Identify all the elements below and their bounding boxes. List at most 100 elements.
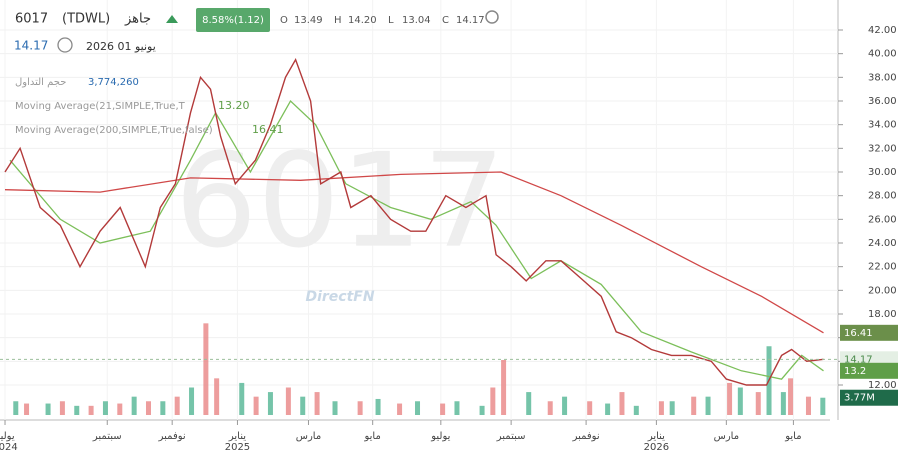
watermark-brand: DirectFN bbox=[305, 289, 374, 305]
y-tick-label: 36.00 bbox=[868, 96, 897, 107]
volume-bar bbox=[691, 396, 697, 415]
volume-bar bbox=[633, 405, 639, 415]
volume-bar bbox=[479, 405, 485, 415]
volume-bar bbox=[788, 378, 794, 415]
year-label: 2026 bbox=[644, 442, 669, 450]
y-tick-label: 18.00 bbox=[868, 309, 897, 320]
y-tick-label: 24.00 bbox=[868, 238, 897, 249]
volume-bar bbox=[737, 387, 743, 415]
volume-bar bbox=[45, 403, 51, 415]
volume-bar bbox=[267, 392, 273, 415]
y-tick-label: 22.00 bbox=[868, 262, 897, 273]
volume-bar bbox=[727, 382, 733, 415]
volume-bar bbox=[285, 387, 291, 415]
x-tick-label: مايو bbox=[784, 431, 801, 442]
volume-bar bbox=[547, 401, 553, 415]
grid bbox=[0, 0, 843, 425]
ma-line bbox=[4, 171, 824, 334]
volume-bar bbox=[526, 392, 532, 415]
volume-bar bbox=[820, 397, 826, 415]
y-tick-label: 40.00 bbox=[868, 49, 897, 60]
x-tick-label: مارس bbox=[714, 431, 739, 442]
volume-bar bbox=[189, 387, 195, 415]
price-tag bbox=[840, 362, 898, 379]
y-tick-label: 30.00 bbox=[868, 167, 897, 178]
date: يونيو 01 2026 bbox=[86, 40, 156, 53]
volume-bar bbox=[24, 403, 30, 415]
y-tick-label: 28.00 bbox=[868, 191, 897, 202]
x-tick-label: سبتمبر bbox=[496, 431, 526, 442]
volume-bar bbox=[440, 403, 446, 415]
change: 8.58%(1.12) bbox=[202, 15, 264, 26]
x-tick-label: مايو bbox=[363, 431, 380, 442]
volume-bar bbox=[669, 401, 675, 415]
volume-bar bbox=[805, 396, 811, 415]
ma200-value: 16.41 bbox=[252, 123, 284, 136]
volume-bar bbox=[88, 405, 94, 415]
exchange: (TDWL) bbox=[62, 12, 110, 27]
volume-bar bbox=[705, 396, 711, 415]
ma21-value: 13.20 bbox=[218, 99, 250, 112]
x-tick-label: يوليو bbox=[0, 431, 15, 442]
last-price: 14.17 bbox=[14, 39, 48, 53]
volume-bar bbox=[562, 396, 568, 415]
watermark-symbol: 6017 bbox=[175, 125, 506, 277]
price-tag-label: 16.41 bbox=[844, 328, 873, 339]
volume-bar bbox=[619, 392, 625, 415]
volume-bar bbox=[780, 392, 786, 415]
ohlc-key: H bbox=[334, 15, 342, 26]
volume-bar bbox=[490, 387, 496, 415]
settings-icon[interactable] bbox=[485, 10, 499, 24]
symbol: 6017 bbox=[15, 12, 48, 27]
volume-bar bbox=[131, 396, 137, 415]
y-tick-label: 20.00 bbox=[868, 285, 897, 296]
x-tick-label: مارس bbox=[296, 431, 321, 442]
volume-bar bbox=[203, 323, 209, 415]
ohlc-key: O bbox=[280, 15, 288, 26]
volume-bar bbox=[253, 396, 259, 415]
y-tick-label: 12.00 bbox=[868, 380, 897, 391]
ma-line bbox=[9, 99, 824, 380]
volume-bar bbox=[357, 401, 363, 415]
volume-bar bbox=[605, 403, 611, 415]
volume-bar bbox=[300, 396, 306, 415]
year-label: 2024 bbox=[0, 442, 18, 450]
ohlc-value: 13.49 bbox=[294, 15, 323, 26]
ma200-label: Moving Average(200,SIMPLE,True,false) bbox=[15, 125, 213, 136]
volume-bar bbox=[587, 401, 593, 415]
volume-bar bbox=[415, 401, 421, 415]
y-tick-label: 38.00 bbox=[868, 72, 897, 83]
volume-bar bbox=[397, 403, 403, 415]
y-tick-label: 42.00 bbox=[868, 25, 897, 36]
volume-bar bbox=[59, 401, 65, 415]
ohlc-value: 14.20 bbox=[348, 15, 377, 26]
plot bbox=[0, 57, 838, 415]
volume-tag-label: 3.77M bbox=[844, 393, 875, 404]
volume-value: 3,774,260 bbox=[88, 77, 139, 88]
price-tag bbox=[840, 324, 898, 341]
ma21-label: Moving Average(21,SIMPLE,True,T bbox=[15, 101, 186, 112]
x-tick-label: نوفمبر bbox=[572, 431, 600, 442]
x-tick-label: نوفمبر bbox=[158, 431, 186, 442]
ohlc-value: 14.17 bbox=[456, 15, 485, 26]
volume-bar bbox=[755, 392, 761, 415]
volume-bar bbox=[501, 360, 507, 415]
year-label: 2025 bbox=[225, 442, 250, 450]
volume-bar bbox=[314, 392, 320, 415]
status: جاهز bbox=[124, 12, 151, 27]
price-tag-label: 14.17 bbox=[844, 354, 873, 365]
up-arrow bbox=[166, 15, 178, 23]
y-tick-label: 34.00 bbox=[868, 120, 897, 131]
volume-bar bbox=[658, 401, 664, 415]
x-tick-label: يوليو bbox=[430, 431, 450, 442]
volume-bar bbox=[214, 378, 220, 415]
volume-bar bbox=[332, 401, 338, 415]
volume-bar bbox=[102, 401, 108, 415]
volume-bar bbox=[375, 398, 381, 415]
volume-bar bbox=[174, 396, 180, 415]
y-tick-label: 26.00 bbox=[868, 214, 897, 225]
volume-bar bbox=[160, 401, 166, 415]
volume-label: حجم التداول bbox=[15, 77, 66, 88]
ohlc-value: 13.04 bbox=[402, 15, 431, 26]
